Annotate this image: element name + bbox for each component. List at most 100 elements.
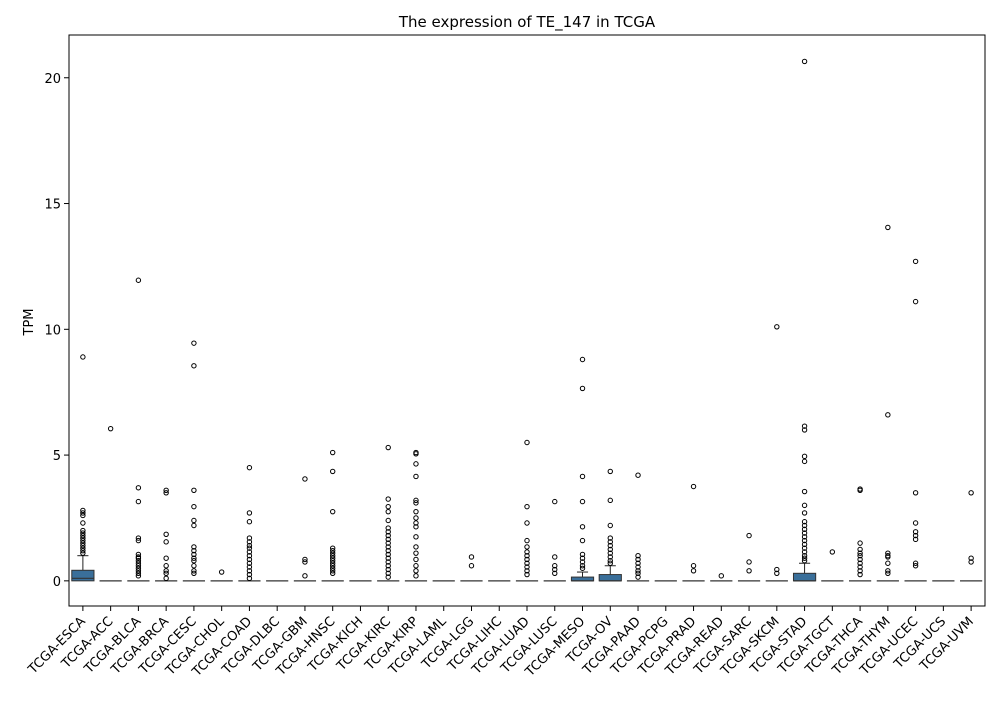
outlier-point: [801, 530, 808, 536]
outlier-point: [135, 555, 142, 561]
outlier-point: [857, 556, 863, 563]
box-group: [876, 224, 899, 582]
outlier-point: [385, 574, 391, 580]
outlier-point: [912, 529, 919, 535]
outlier-point: [385, 547, 391, 554]
outlier-point: [524, 552, 530, 559]
outlier-point: [80, 542, 86, 549]
outlier-point: [135, 558, 142, 564]
outlier-point: [385, 517, 391, 524]
outlier-point: [552, 554, 558, 560]
outlier-point: [524, 503, 530, 510]
outlier-point: [885, 570, 891, 576]
outlier-point: [246, 575, 253, 582]
outlier-point: [524, 544, 530, 550]
outlier-point: [329, 545, 336, 551]
outlier-point: [635, 560, 641, 566]
outlier-point: [857, 552, 863, 559]
outlier-point: [801, 488, 808, 495]
outlier-point: [135, 537, 142, 544]
outlier-point: [413, 568, 419, 574]
outlier-point: [801, 555, 808, 561]
outlier-point: [607, 535, 613, 541]
box-group: [543, 498, 566, 582]
outlier-point: [191, 544, 197, 550]
outlier-point: [524, 556, 530, 563]
outlier-point: [385, 570, 391, 576]
box-group: [765, 324, 788, 582]
outlier-point: [302, 573, 308, 579]
outlier-point: [690, 563, 697, 569]
outlier-point: [607, 468, 613, 475]
y-tick-label: 20: [44, 72, 61, 87]
outlier-point: [607, 546, 613, 553]
outlier-point: [191, 568, 197, 574]
outlier-point: [163, 490, 169, 496]
outlier-point: [801, 58, 808, 65]
outlier-point: [801, 549, 808, 555]
outlier-point: [524, 568, 530, 574]
outlier-point: [163, 575, 169, 582]
outlier-point: [135, 560, 142, 566]
outlier-point: [191, 340, 197, 346]
outlier-point: [801, 558, 808, 564]
outlier-point: [80, 547, 86, 554]
outlier-point: [80, 527, 86, 534]
outlier-point: [579, 473, 586, 480]
outlier-point: [163, 555, 169, 561]
outlier-point: [607, 560, 613, 566]
outlier-point: [801, 537, 808, 544]
box-group: [99, 425, 122, 582]
outlier-point: [191, 363, 197, 369]
outlier-point: [80, 530, 86, 536]
outlier-point: [579, 524, 586, 530]
outlier-point: [246, 552, 253, 559]
outlier-point: [191, 547, 197, 554]
outlier-point: [857, 546, 863, 553]
box-group: [710, 573, 733, 582]
box-group: [960, 490, 983, 582]
box-group: [792, 58, 817, 582]
outlier-point: [801, 453, 808, 460]
outlier-point: [329, 552, 336, 559]
outlier-point: [246, 464, 253, 471]
box-body: [792, 572, 817, 582]
outlier-point: [885, 560, 891, 566]
outlier-point: [329, 558, 336, 564]
y-tick-label: 15: [44, 198, 61, 213]
outlier-point: [413, 500, 419, 506]
outlier-point: [857, 564, 863, 570]
outlier-point: [801, 510, 808, 516]
outlier-point: [524, 439, 530, 446]
chart-title: The expression of TE_147 in TCGA: [398, 13, 656, 32]
outlier-point: [635, 552, 641, 559]
box-group: [155, 487, 178, 582]
outlier-point: [579, 551, 586, 558]
outlier-point: [163, 568, 169, 574]
box-body: [598, 574, 622, 582]
outlier-point: [801, 522, 808, 529]
y-axis-label: TPM: [22, 309, 37, 337]
outlier-point: [912, 560, 919, 566]
outlier-point: [912, 298, 919, 305]
outlier-point: [635, 568, 641, 574]
outlier-point: [801, 423, 808, 429]
outlier-point: [191, 555, 197, 561]
outlier-point: [857, 560, 863, 566]
outlier-point: [413, 573, 419, 579]
outlier-point: [552, 563, 558, 569]
outlier-point: [413, 550, 419, 556]
outlier-point: [385, 555, 391, 561]
outlier-point: [413, 563, 419, 569]
outlier-point: [912, 536, 919, 543]
outlier-point: [329, 555, 336, 561]
box-group: [626, 472, 650, 582]
outlier-point: [607, 497, 613, 504]
box-group: [904, 258, 927, 582]
outlier-point: [80, 512, 86, 519]
outlier-point: [385, 540, 391, 546]
outlier-point: [413, 461, 419, 467]
outlier-point: [80, 532, 86, 539]
outlier-point: [302, 476, 308, 482]
